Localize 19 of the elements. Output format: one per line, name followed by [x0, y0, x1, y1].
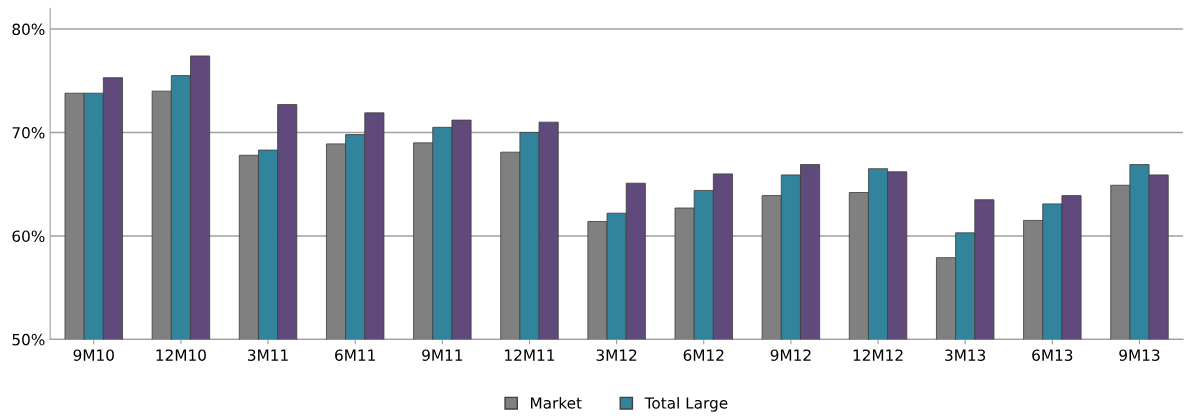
y-tick-label: 50%	[12, 333, 45, 346]
x-tick-label: 3M13	[945, 349, 986, 361]
x-tick-label: 6M13	[1032, 349, 1073, 361]
x-tick-label: 3M12	[596, 349, 637, 361]
y-tick-label: 70%	[12, 126, 45, 139]
y-tick-label: 80%	[12, 23, 45, 36]
x-tick-label: 12M10	[156, 349, 206, 361]
x-tick-label: 6M11	[335, 349, 375, 361]
x-tick-label: 12M12	[853, 349, 903, 361]
y-tick-label: 60%	[12, 230, 45, 242]
x-tick-label: 9M11	[422, 349, 463, 361]
x-tick-label: 9M10	[73, 349, 114, 361]
x-tick-label: 9M13	[1119, 349, 1160, 361]
x-tick-label: 12M11	[505, 349, 555, 361]
x-tick-label: 3M11	[248, 349, 288, 361]
legend-label: Market	[531, 396, 582, 409]
legend-label: Total Large	[644, 396, 728, 412]
x-tick-label: 9M12	[770, 349, 811, 361]
x-tick-label: 6M12	[683, 349, 724, 361]
